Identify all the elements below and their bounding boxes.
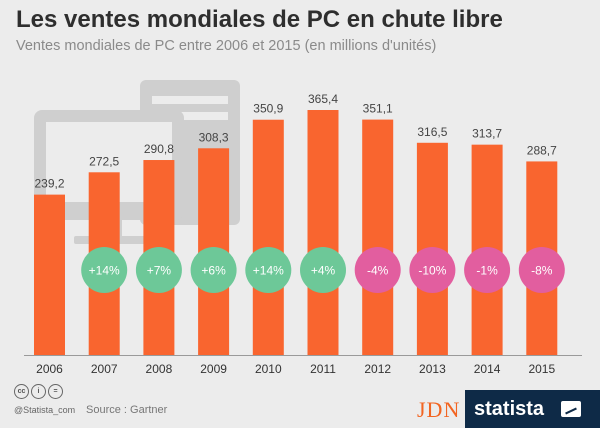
bar-2010 [252,119,284,355]
value-label: 308,3 [199,130,229,144]
value-label: 272,5 [89,154,119,168]
x-tick-label: 2006 [36,362,63,376]
growth-label: -1% [476,264,498,278]
source-note: Source : Gartner [86,404,168,416]
growth-badge [245,247,292,293]
growth-badge [135,247,182,293]
growth-label: +14% [253,264,284,278]
growth-badge [81,247,128,293]
jdn-logo: JDN [417,397,461,422]
bar-2012 [362,119,394,355]
growth-label: -8% [531,264,553,278]
growth-badge [300,247,346,293]
x-tick-label: 2015 [528,362,555,376]
license-icons: cc i = [14,384,63,399]
bar-2011 [307,110,339,355]
x-tick-label: 2013 [419,362,446,376]
growth-label: +7% [147,264,172,278]
x-tick-label: 2012 [364,362,391,376]
x-tick-label: 2011 [310,362,336,376]
growth-label: -4% [367,264,389,278]
value-label: 351,1 [363,102,393,116]
chart-title: Les ventes mondiales de PC en chute libr… [16,6,503,33]
value-label: 239,2 [34,177,64,191]
value-label: 316,5 [417,125,447,139]
x-tick-label: 2007 [91,362,118,376]
twitter-handle: @Statista_com [14,405,76,415]
value-label: 313,7 [472,127,502,141]
growth-badge [190,247,237,293]
value-label: 350,9 [253,102,283,116]
value-label: 288,7 [527,143,557,157]
x-tick-label: 2009 [200,362,227,376]
x-tick-label: 2008 [146,362,173,376]
value-label: 290,8 [144,142,174,156]
growth-badge [409,247,456,293]
growth-badge [464,247,511,293]
growth-badge [354,247,401,293]
statista-mark-icon [561,401,581,417]
no-derivatives-icon: = [48,384,63,399]
x-tick-label: 2010 [255,362,282,376]
growth-label: +14% [89,264,120,278]
attribution-icon: i [31,384,46,399]
growth-badge [518,247,565,293]
growth-label: +6% [201,264,226,278]
bar-2006 [34,194,65,355]
growth-label: +4% [311,264,336,278]
growth-label: -10% [418,264,446,278]
chart-subtitle: Ventes mondiales de PC entre 2006 et 201… [16,38,437,54]
statista-logo: statista [474,398,545,420]
value-label: 365,4 [308,92,338,106]
x-tick-label: 2014 [474,362,501,376]
cc-icon: cc [14,384,29,399]
